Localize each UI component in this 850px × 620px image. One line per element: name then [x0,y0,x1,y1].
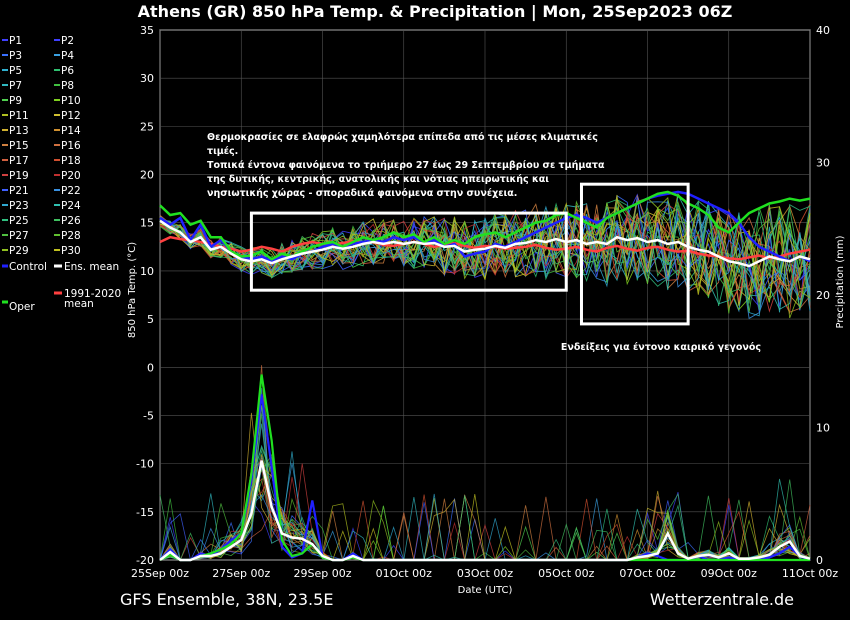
legend-label-P21: P21 [9,185,29,197]
legend-label-ens-mean: Ens. mean [64,261,119,273]
legend-label-P17: P17 [9,155,29,167]
annotation-box-1 [249,211,568,292]
legend-label-P9: P9 [9,95,22,107]
annotation-boxes [249,182,690,326]
y2-tick-labels: 40 30 20 10 0 [816,24,830,567]
legend-label-clim-2: mean [64,298,94,310]
y-tick-label: 25 [140,120,154,133]
legend-label-P4: P4 [61,50,74,62]
legend-label-P24: P24 [61,200,81,212]
ens-mean-line [159,219,811,268]
legend-label-P12: P12 [61,110,81,122]
y-tick-label: -15 [136,506,154,519]
y-tick-label: -5 [143,409,154,422]
y-tick-label: 15 [140,217,154,230]
legend-label-P6: P6 [61,65,74,77]
member-line-P7 [159,198,811,313]
legend-label-P8: P8 [61,80,74,92]
y2-axis-label: Precipitation (mm) [835,235,846,328]
legend-label-P13: P13 [9,125,29,137]
legend-label-P20: P20 [61,170,81,182]
x-tick-label: 25Sep 00z [131,567,189,580]
member-line-P30 [159,194,811,303]
control-line [159,190,811,263]
y-tick-label: 20 [140,169,154,182]
legend-label-P30: P30 [61,245,81,257]
legend-label-P28: P28 [61,230,81,242]
clim-mean-line [159,235,811,261]
legend-label-P10: P10 [61,95,81,107]
main-lines [159,190,811,562]
x-tick-label: 03Oct 00z [457,567,514,580]
legend-label-P29: P29 [9,245,29,257]
legend-label-P18: P18 [61,155,81,167]
x-tick-label: 09Oct 00z [701,567,758,580]
annotation-line: Τοπικά έντονα φαινόμενα το τριήμερο 27 έ… [207,160,605,171]
legend-label-P2: P2 [61,35,74,47]
footer-source: GFS Ensemble, 38N, 23.5E [120,590,333,609]
legend-label-control: Control [9,261,47,273]
legend-label-P23: P23 [9,200,29,212]
y-tick-label: 0 [147,361,154,374]
legend-label-P3: P3 [9,50,22,62]
legend-label-P1: P1 [9,35,22,47]
member-line-P26 [159,200,811,311]
legend-label-P11: P11 [9,110,29,122]
x-tick-label: 27Sep 00z [212,567,270,580]
annotation-line: της δυτικής, κεντρικής, ανατολικής και ν… [207,174,549,185]
legend-label-P27: P27 [9,230,29,242]
event-annotation: Ενδείξεις για έντονο καιρικό γεγονός [561,342,761,353]
x-tick-label: 11Oct 00z [782,567,839,580]
y-tick-label: 30 [140,72,154,85]
legend-label-P7: P7 [9,80,22,92]
member-line-P25 [159,203,811,307]
legend-label-P25: P25 [9,215,29,227]
member-line-P12 [159,206,811,301]
y-axis-label: 850 hPa Temp. (°C) [127,242,138,338]
ens-mean-precip-line [159,460,811,562]
legend-label-P19: P19 [9,170,29,182]
y-tick-label: -10 [136,458,154,471]
y2-tick-label: 0 [816,554,823,567]
oper-line [159,190,811,261]
annotation-box-2 [579,182,690,326]
x-axis-label: Date (UTC) [458,585,513,596]
y-tick-label: -20 [136,554,154,567]
legend: P1 P2 P3 P4 P5 P6 P7 P8 P9 P10 P11 P12 P13 P14 P15 P16 P… [2,35,121,313]
y-tick-label: 10 [140,265,154,278]
annotation-line: τιμές. [207,146,238,157]
legend-label-P26: P26 [61,215,81,227]
y-tick-labels: 35 30 25 20 15 10 5 0 -5 -10 -15 -20 [136,24,154,567]
legend-label-P22: P22 [61,185,81,197]
y-tick-label: 5 [147,313,154,326]
footer-site: Wetterzentrale.de [650,590,794,609]
x-tick-label: 01Oct 00z [376,567,433,580]
annotation-line: νησιωτικής χώρας - σποραδικά φαινόμενα σ… [207,188,517,199]
y2-tick-label: 30 [816,157,830,170]
y2-tick-label: 10 [816,422,830,435]
x-tick-label: 07Oct 00z [619,567,676,580]
annotation-line: Θερμοκρασίες σε ελαφρώς χαμηλότερα επίπε… [207,132,598,143]
chart-title: Athens (GR) 850 hPa Temp. & Precipitatio… [138,2,733,22]
x-tick-label: 29Sep 00z [294,567,352,580]
annotation-text: Θερμοκρασίες σε ελαφρώς χαμηλότερα επίπε… [207,132,605,199]
member-line-P28 [159,200,811,314]
member-line-P4 [159,216,811,313]
x-tick-labels: 25Sep 00z 27Sep 00z 29Sep 00z 01Oct 00z 03Oc… [131,567,838,580]
legend-label-P16: P16 [61,140,81,152]
y2-tick-label: 40 [816,24,830,37]
legend-label-oper: Oper [9,301,35,313]
legend-label-clim-1: 1991-2020 [64,288,121,300]
legend-label-P5: P5 [9,65,22,77]
x-tick-label: 05Oct 00z [538,567,595,580]
legend-label-P14: P14 [61,125,81,137]
legend-label-P15: P15 [9,140,29,152]
member-lines [159,193,811,320]
y-tick-label: 35 [140,24,154,37]
y2-tick-label: 20 [816,289,830,302]
